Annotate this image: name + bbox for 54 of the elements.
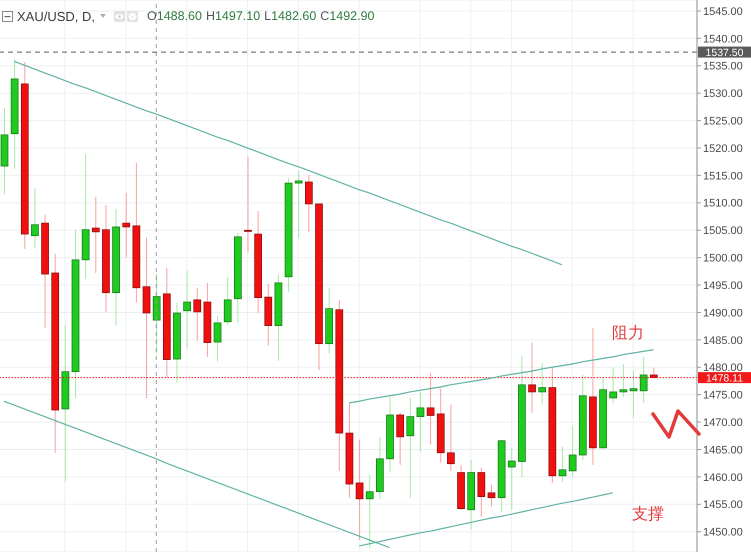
ref-line-label: 1478.11 <box>706 372 744 385</box>
y-tick-label: 1530.00 <box>703 88 743 100</box>
y-tick-label: 1510.00 <box>703 198 743 210</box>
y-tick-label: 1470.00 <box>703 416 743 429</box>
line-series <box>348 349 654 404</box>
candlestick <box>508 447 516 510</box>
ref-line-label: 1537.50 <box>706 47 744 60</box>
y-tick-label: 1490.00 <box>703 307 743 320</box>
y-tick-label: 1535.00 <box>703 60 743 73</box>
y-tick-label: 1520.00 <box>703 142 743 155</box>
candlestick <box>640 356 648 404</box>
candlestick <box>538 362 546 406</box>
candlestick <box>558 446 566 482</box>
candlestick <box>416 391 424 452</box>
y-tick-label: 1495.00 <box>703 280 743 292</box>
y-tick-label: 1475.00 <box>703 390 743 402</box>
y-tick-label: 1450.00 <box>703 526 743 539</box>
candlestick <box>609 367 618 404</box>
candlestick <box>31 188 39 248</box>
candlestick <box>620 363 628 398</box>
annotation: 支撑 <box>632 505 664 525</box>
y-tick-label: 1515.00 <box>703 170 743 182</box>
y-tick-label: 1485.00 <box>703 334 743 347</box>
candlestick <box>366 474 374 549</box>
candlestick <box>193 287 202 342</box>
y-tick-label: 1545.00 <box>703 6 743 18</box>
y-tick-label: 1505.00 <box>703 225 743 238</box>
candlestick <box>406 397 414 498</box>
candlestick <box>488 484 496 507</box>
y-tick-label: 1500.00 <box>703 252 743 265</box>
y-tick-label: 1455.00 <box>703 499 743 512</box>
candlestick <box>244 156 252 254</box>
line-series <box>14 60 563 266</box>
candlestick <box>214 315 222 362</box>
candlestick <box>447 404 455 472</box>
y-tick-label: 1480.00 <box>703 362 743 374</box>
text: XAU/USD, D, <box>17 8 96 24</box>
candlestick <box>396 412 404 466</box>
candlestick <box>224 276 232 326</box>
y-tick-label: 1540.00 <box>703 33 743 46</box>
candlestick <box>183 270 191 349</box>
annotation: 阻力 <box>612 324 644 344</box>
text: O1488.60 H1497.10 L1482.60 C1492.90 <box>147 9 375 23</box>
candlestick <box>152 273 161 354</box>
candlestick <box>356 439 364 540</box>
y-tick-label: 1465.00 <box>703 444 743 456</box>
y-tick-label: 1460.00 <box>703 472 743 484</box>
candlestick <box>294 170 303 238</box>
y-tick-label: 1525.00 <box>703 116 743 128</box>
candlestick <box>92 196 100 274</box>
candlestick <box>568 425 576 478</box>
candlestick <box>305 174 313 232</box>
candlestick <box>122 192 130 258</box>
candlestick <box>630 370 638 418</box>
